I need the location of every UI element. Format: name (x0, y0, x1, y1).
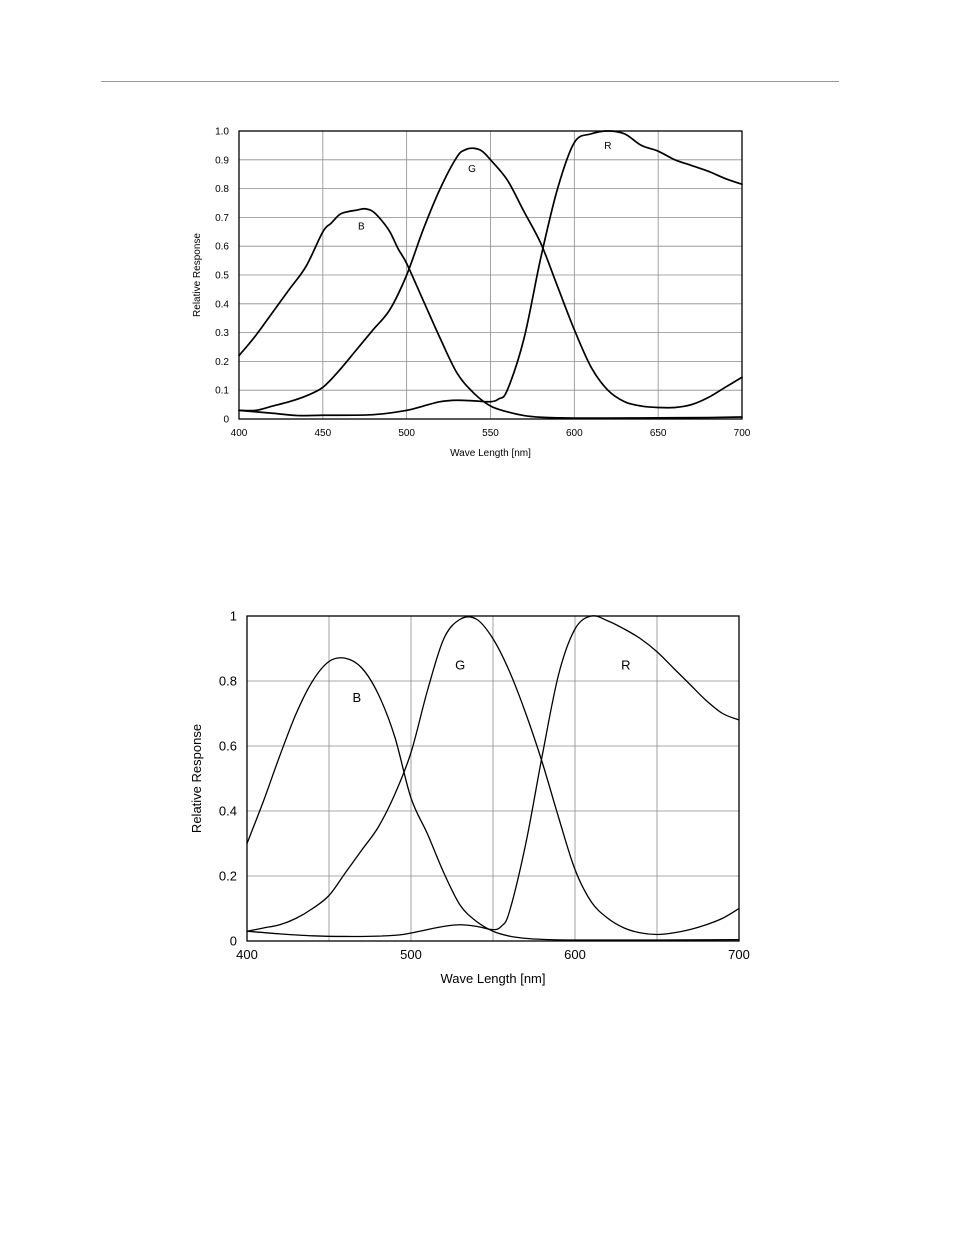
y-tick-label: 0.2 (219, 869, 237, 884)
y-tick-label: 0.4 (219, 804, 237, 819)
y-tick-label: 0.8 (219, 674, 237, 689)
x-tick-label: 650 (650, 428, 667, 439)
y-tick-label: 0 (223, 415, 229, 426)
y-tick-label: 0.7 (215, 213, 229, 224)
series-line-r (238, 130, 743, 417)
x-tick-label: 700 (728, 947, 750, 962)
x-tick-label: 500 (398, 428, 415, 439)
x-tick-label: 550 (482, 428, 499, 439)
series-label-r: R (604, 141, 611, 152)
series-label-g: G (468, 164, 476, 175)
series-line-g (238, 147, 743, 412)
y-tick-label: 1 (230, 609, 237, 624)
x-tick-label: 400 (236, 947, 258, 962)
series-line-g (246, 616, 740, 936)
x-tick-label: 600 (566, 428, 583, 439)
series-label-r: R (621, 657, 630, 672)
y-axis-label: Relative Response (189, 724, 204, 833)
y-tick-label: 0.8 (215, 184, 229, 195)
x-tick-label: 500 (400, 947, 422, 962)
y-tick-label: 0.3 (215, 328, 229, 339)
series-label-b: B (353, 690, 362, 705)
y-tick-label: 0.4 (215, 299, 229, 310)
y-tick-label: 1.0 (215, 127, 229, 138)
series-line-r (246, 615, 740, 938)
y-tick-label: 0.1 (215, 386, 229, 397)
y-tick-label: 0.6 (219, 739, 237, 754)
header-rule (101, 81, 839, 82)
x-tick-label: 400 (231, 428, 248, 439)
y-axis-label: Relative Response (192, 233, 203, 317)
series-label-g: G (455, 657, 465, 672)
x-tick-label: 450 (314, 428, 331, 439)
plot-frame (238, 130, 743, 420)
y-tick-label: 0.5 (215, 271, 229, 282)
plot-frame (246, 615, 740, 942)
x-tick-label: 700 (734, 428, 751, 439)
y-tick-label: 0.9 (215, 155, 229, 166)
y-tick-label: 0 (230, 934, 237, 949)
x-axis-label: Wave Length [nm] (450, 448, 531, 459)
series-line-b (246, 657, 740, 941)
x-axis-label: Wave Length [nm] (440, 971, 545, 986)
series-label-b: B (358, 222, 365, 233)
y-tick-label: 0.6 (215, 242, 229, 253)
series-line-b (238, 207, 743, 420)
x-tick-label: 600 (564, 947, 586, 962)
y-tick-label: 0.2 (215, 357, 229, 368)
